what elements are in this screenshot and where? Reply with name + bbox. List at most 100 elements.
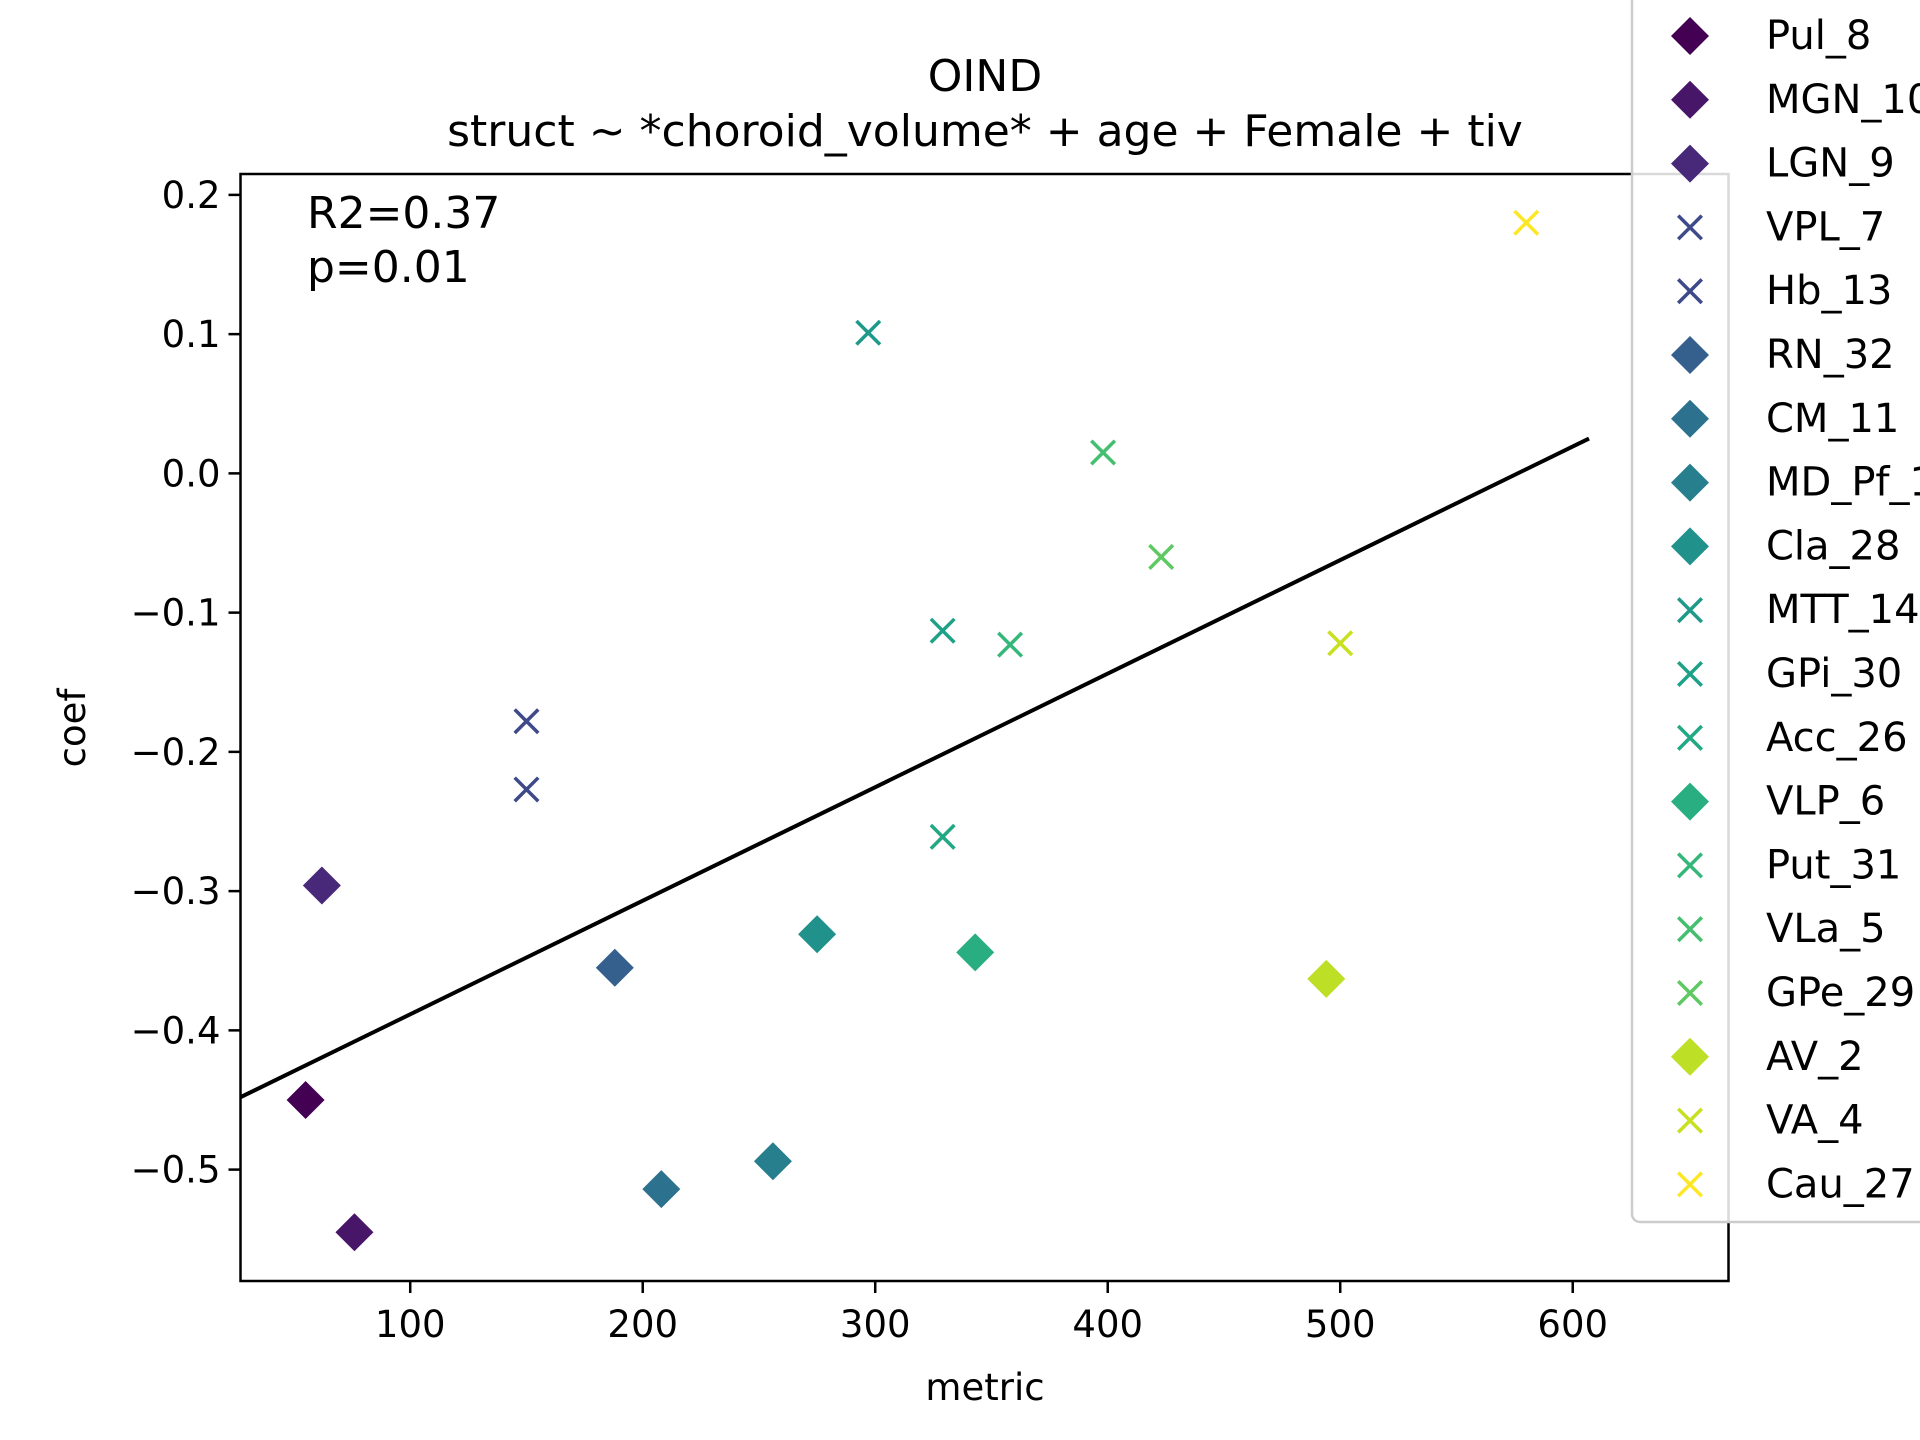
legend-item: Hb_13 — [1676, 268, 1892, 314]
chart-subtitle: struct ~ *choroid_volume* + age + Female… — [447, 106, 1523, 157]
legend-marker — [1676, 724, 1704, 751]
legend-marker — [1676, 597, 1704, 624]
legend-marker — [1671, 1037, 1709, 1076]
legend-item: MTT_14 — [1676, 587, 1920, 633]
x-tick-label: 200 — [607, 1303, 678, 1346]
legend-marker — [1676, 278, 1704, 305]
legend-item: Pul_8 — [1671, 13, 1871, 59]
legend-label: MGN_10 — [1766, 77, 1920, 123]
legend-label: Acc_26 — [1766, 715, 1908, 761]
legend-marker — [1671, 336, 1709, 374]
legend-marker — [1671, 80, 1709, 119]
point-md-pf-12 — [753, 1142, 792, 1181]
x-tick-label: 600 — [1537, 1303, 1608, 1346]
point-vla-5 — [1090, 439, 1117, 466]
point-acc-26 — [929, 823, 956, 850]
point-vpl-7 — [513, 708, 540, 735]
x-tick-label: 100 — [375, 1303, 446, 1346]
legend-item: RN_32 — [1671, 332, 1895, 378]
legend-item: VLP_6 — [1671, 779, 1885, 825]
legend-label: VLa_5 — [1766, 906, 1886, 952]
y-tick-label: −0.2 — [131, 731, 221, 774]
point-rn-32 — [595, 948, 634, 987]
y-tick-label: −0.3 — [131, 870, 221, 913]
legend-label: RN_32 — [1766, 332, 1895, 378]
legend-item: GPe_29 — [1676, 970, 1915, 1016]
legend-item: MD_Pf_12 — [1671, 460, 1920, 506]
legend-label: VPL_7 — [1766, 204, 1885, 250]
legend-marker — [1676, 1171, 1704, 1198]
x-tick-label: 500 — [1305, 1303, 1376, 1346]
legend-label: CM_11 — [1766, 396, 1899, 442]
legend-label: MTT_14 — [1766, 587, 1920, 633]
point-cm-11 — [642, 1170, 681, 1209]
point-va-4 — [1327, 630, 1354, 657]
x-tick-label: 400 — [1072, 1303, 1143, 1346]
legend-item: AV_2 — [1671, 1034, 1864, 1080]
point-mtt-14 — [855, 319, 882, 346]
legend-item: GPi_30 — [1676, 651, 1902, 697]
legend-marker — [1676, 916, 1704, 943]
legend-marker — [1671, 527, 1709, 566]
legend-marker — [1671, 144, 1709, 183]
legend-marker — [1671, 399, 1709, 438]
point-gpi-30 — [929, 617, 956, 644]
point-gpe-29 — [1148, 543, 1175, 570]
legend-item: Put_31 — [1676, 842, 1901, 888]
fit-line — [239, 436, 1590, 1099]
legend-marker — [1676, 852, 1704, 879]
legend-marker — [1676, 214, 1704, 241]
data-points — [286, 209, 1540, 1252]
x-axis-label: metric — [925, 1366, 1044, 1409]
point-put-31 — [997, 631, 1024, 658]
x-tick-label: 300 — [840, 1303, 911, 1346]
legend-marker — [1676, 1107, 1704, 1134]
legend-label: GPi_30 — [1766, 651, 1902, 697]
legend-item: Acc_26 — [1676, 715, 1908, 761]
legend-item: VLa_5 — [1676, 906, 1886, 952]
legend-label: LGN_9 — [1766, 141, 1895, 187]
chart-title: OIND — [928, 51, 1042, 102]
point-cau-27 — [1513, 209, 1540, 236]
legend-label: VLP_6 — [1766, 779, 1885, 825]
legend-marker — [1676, 660, 1704, 688]
legend-item: Cla_28 — [1671, 523, 1900, 569]
legend-label: VA_4 — [1766, 1098, 1864, 1144]
point-vlp-6 — [956, 933, 995, 972]
y-axis-label: coef — [51, 688, 94, 768]
legend-label: Hb_13 — [1766, 268, 1892, 314]
legend-label: MD_Pf_12 — [1766, 460, 1920, 506]
y-tick-label: 0.1 — [162, 313, 221, 356]
plot-area — [240, 174, 1729, 1281]
y-tick-label: −0.4 — [131, 1009, 221, 1052]
legend-frame — [1630, 0, 1920, 1224]
legend-label: AV_2 — [1766, 1034, 1864, 1080]
y-axis-ticks: 0.2 0.1 0.0 −0.1 −0.2 −0.3 −0.4 −0.5 — [131, 174, 241, 1192]
y-tick-label: −0.5 — [131, 1149, 221, 1192]
legend-item: VA_4 — [1676, 1098, 1864, 1144]
y-tick-label: 0.2 — [162, 174, 221, 217]
legend-item: Cau_27 — [1676, 1161, 1915, 1207]
annotation-p: p=0.01 — [307, 242, 470, 293]
legend-item: LGN_9 — [1671, 141, 1895, 187]
legend-label: Pul_8 — [1766, 13, 1871, 59]
point-mgn-10 — [335, 1213, 374, 1252]
legend-item: VPL_7 — [1676, 204, 1885, 250]
point-av-2 — [1307, 959, 1346, 998]
legend-item: MGN_10 — [1671, 77, 1920, 123]
annotation-r2: R2=0.37 — [307, 188, 500, 239]
y-tick-label: −0.1 — [131, 592, 221, 635]
legend-label: GPe_29 — [1766, 970, 1915, 1016]
legend: Pul_8 MGN_10 LGN_9 VPL_7 Hb_13 RN_32 CM_11 MD_P… — [1671, 13, 1920, 1207]
y-tick-label: 0.0 — [162, 452, 221, 495]
point-pul-8 — [286, 1080, 325, 1119]
legend-marker — [1671, 463, 1709, 502]
point-lgn-9 — [302, 866, 341, 905]
point-cla-28 — [798, 915, 837, 954]
point-hb-13 — [513, 776, 540, 803]
legend-label: Put_31 — [1766, 842, 1901, 888]
legend-item: CM_11 — [1671, 396, 1899, 442]
legend-marker — [1676, 979, 1704, 1007]
legend-label: Cau_27 — [1766, 1161, 1915, 1207]
